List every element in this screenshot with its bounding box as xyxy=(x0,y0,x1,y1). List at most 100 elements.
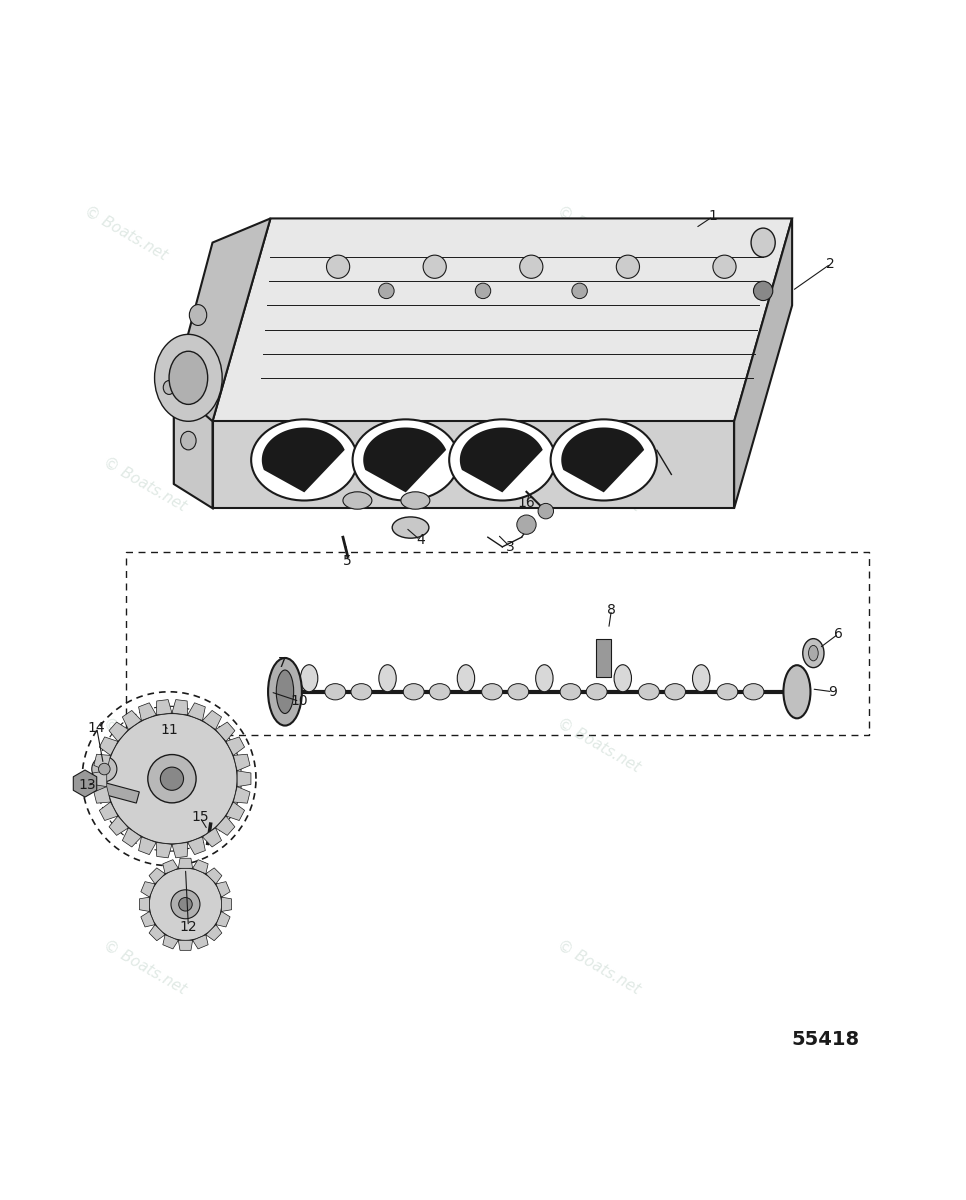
Ellipse shape xyxy=(403,684,424,700)
Polygon shape xyxy=(213,218,792,421)
Circle shape xyxy=(379,283,394,299)
Ellipse shape xyxy=(353,419,459,500)
Ellipse shape xyxy=(343,492,372,509)
Ellipse shape xyxy=(379,665,396,691)
Polygon shape xyxy=(234,755,250,770)
Ellipse shape xyxy=(392,517,429,538)
Ellipse shape xyxy=(809,646,818,661)
Polygon shape xyxy=(187,703,206,720)
Circle shape xyxy=(106,713,238,845)
Polygon shape xyxy=(94,787,110,803)
Ellipse shape xyxy=(457,665,474,691)
Ellipse shape xyxy=(155,335,222,421)
Ellipse shape xyxy=(803,638,824,667)
Polygon shape xyxy=(187,836,206,854)
Circle shape xyxy=(179,898,192,911)
Polygon shape xyxy=(174,388,213,509)
Polygon shape xyxy=(149,868,165,884)
Circle shape xyxy=(538,504,554,518)
Ellipse shape xyxy=(325,684,346,700)
Polygon shape xyxy=(123,710,141,730)
Polygon shape xyxy=(172,842,187,858)
Ellipse shape xyxy=(351,684,372,700)
Polygon shape xyxy=(216,882,230,898)
Text: 13: 13 xyxy=(78,779,96,792)
Text: 3: 3 xyxy=(505,540,515,554)
Circle shape xyxy=(475,283,491,299)
Ellipse shape xyxy=(300,665,318,691)
Text: 11: 11 xyxy=(160,724,178,738)
Ellipse shape xyxy=(743,684,764,700)
Polygon shape xyxy=(94,755,110,770)
Polygon shape xyxy=(221,898,232,912)
Polygon shape xyxy=(262,427,345,492)
Polygon shape xyxy=(156,842,172,858)
Ellipse shape xyxy=(717,684,738,700)
Circle shape xyxy=(148,755,196,803)
Text: 7: 7 xyxy=(277,655,287,670)
Text: 55418: 55418 xyxy=(792,1030,860,1049)
Ellipse shape xyxy=(560,684,581,700)
Bar xyxy=(85,778,139,803)
Circle shape xyxy=(92,756,117,781)
Polygon shape xyxy=(141,882,155,898)
Polygon shape xyxy=(460,427,543,492)
Text: 16: 16 xyxy=(518,497,535,510)
Ellipse shape xyxy=(614,665,632,691)
Polygon shape xyxy=(179,858,192,869)
Polygon shape xyxy=(141,912,155,926)
Polygon shape xyxy=(73,770,97,797)
Polygon shape xyxy=(215,722,235,742)
Ellipse shape xyxy=(189,305,207,325)
Text: © Boats.net: © Boats.net xyxy=(554,203,643,263)
Polygon shape xyxy=(203,710,221,730)
Ellipse shape xyxy=(551,419,657,500)
Ellipse shape xyxy=(181,431,196,450)
Polygon shape xyxy=(156,700,172,715)
Text: © Boats.net: © Boats.net xyxy=(554,715,643,775)
Polygon shape xyxy=(203,828,221,847)
Circle shape xyxy=(171,890,200,919)
Ellipse shape xyxy=(536,665,554,691)
Polygon shape xyxy=(206,925,222,941)
Polygon shape xyxy=(123,828,141,847)
Text: 5: 5 xyxy=(343,554,353,569)
Polygon shape xyxy=(149,925,165,941)
Text: 10: 10 xyxy=(291,695,308,708)
Text: 14: 14 xyxy=(88,720,105,734)
Polygon shape xyxy=(234,787,250,803)
Circle shape xyxy=(572,283,587,299)
Polygon shape xyxy=(179,941,192,950)
Polygon shape xyxy=(109,816,128,835)
Polygon shape xyxy=(192,935,208,949)
Text: 8: 8 xyxy=(607,602,616,617)
Text: © Boats.net: © Boats.net xyxy=(554,937,643,997)
Polygon shape xyxy=(172,700,187,715)
Ellipse shape xyxy=(163,380,175,395)
Polygon shape xyxy=(734,218,792,509)
Text: 6: 6 xyxy=(834,626,843,641)
Bar xyxy=(596,638,611,677)
Ellipse shape xyxy=(482,684,502,700)
Polygon shape xyxy=(99,737,118,756)
Polygon shape xyxy=(138,836,156,854)
Polygon shape xyxy=(216,912,230,926)
Polygon shape xyxy=(226,737,244,756)
Text: 2: 2 xyxy=(826,257,836,271)
Polygon shape xyxy=(238,770,251,787)
Polygon shape xyxy=(192,859,208,874)
Text: © Boats.net: © Boats.net xyxy=(100,455,189,514)
Polygon shape xyxy=(163,859,179,874)
Polygon shape xyxy=(363,427,446,492)
Text: 15: 15 xyxy=(191,810,209,824)
Circle shape xyxy=(327,256,350,278)
Ellipse shape xyxy=(429,684,450,700)
Ellipse shape xyxy=(639,684,660,700)
Circle shape xyxy=(616,256,639,278)
Ellipse shape xyxy=(268,658,301,726)
Circle shape xyxy=(99,763,110,775)
Ellipse shape xyxy=(752,228,776,257)
Circle shape xyxy=(753,281,773,300)
Text: 4: 4 xyxy=(415,533,425,547)
Polygon shape xyxy=(139,898,150,912)
